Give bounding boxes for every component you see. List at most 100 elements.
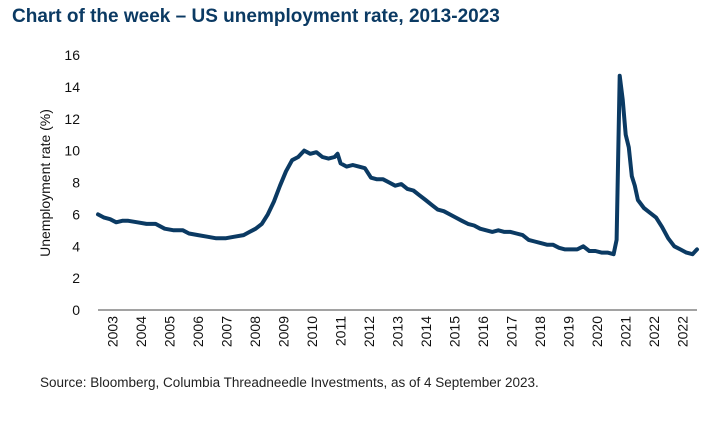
data-point: [478, 227, 482, 230]
data-point: [127, 219, 130, 222]
data-point: [381, 178, 385, 181]
data-point: [551, 243, 555, 246]
data-point: [472, 224, 476, 227]
data-point: [121, 219, 124, 222]
x-tick-label: 2007: [218, 316, 234, 347]
data-point: [660, 225, 664, 229]
y-tick-label: 0: [72, 302, 80, 318]
data-point: [290, 159, 294, 162]
data-point: [96, 213, 100, 216]
data-point: [648, 211, 652, 214]
x-tick-label: 2015: [447, 316, 463, 347]
x-tick-label: 2005: [161, 316, 177, 347]
data-point: [321, 155, 324, 159]
data-point: [266, 213, 269, 216]
y-tick-label: 16: [64, 47, 80, 63]
data-point: [594, 249, 597, 253]
data-point: [327, 157, 330, 160]
data-point: [497, 229, 500, 232]
data-point: [315, 151, 318, 154]
data-point: [388, 181, 391, 184]
data-point: [108, 218, 112, 221]
data-point: [224, 237, 227, 240]
x-tick-label: 2008: [247, 316, 263, 347]
data-point: [600, 251, 603, 254]
data-point: [345, 165, 348, 168]
x-tick-label: 2014: [418, 316, 434, 347]
data-point: [436, 208, 439, 211]
y-tick-label: 14: [64, 79, 80, 95]
x-tick-label: 2016: [475, 316, 491, 347]
x-tick-label: 2004: [133, 316, 149, 347]
data-point: [172, 229, 175, 232]
data-point: [654, 216, 658, 219]
data-point: [627, 146, 630, 149]
data-point: [233, 235, 236, 238]
data-point: [454, 216, 458, 219]
data-point: [215, 237, 218, 240]
data-point: [145, 222, 148, 226]
data-point: [424, 198, 427, 202]
x-tick-label: 2006: [190, 316, 206, 347]
x-tick-label: 2018: [532, 316, 548, 347]
data-point: [667, 237, 670, 240]
y-tick-label: 10: [64, 143, 80, 159]
data-point: [309, 152, 312, 155]
data-point: [557, 246, 561, 249]
data-point: [248, 230, 251, 234]
x-tick-label: 2021: [618, 316, 634, 347]
data-point: [460, 219, 464, 222]
data-point: [284, 170, 288, 173]
series-group: [96, 73, 699, 257]
data-point: [363, 167, 367, 170]
y-axis-ticks: 0 2 4 6 8 10 12 14 16: [64, 47, 80, 318]
data-point: [673, 245, 676, 248]
data-point: [485, 229, 488, 232]
data-point: [503, 230, 506, 234]
series-line: [96, 73, 699, 257]
data-point: [588, 249, 591, 253]
data-point: [336, 152, 339, 155]
data-point: [375, 178, 379, 181]
data-point: [563, 248, 567, 251]
data-point: [297, 155, 300, 159]
x-tick-label: 2017: [504, 316, 520, 347]
data-point: [196, 233, 200, 237]
y-tick-label: 4: [72, 238, 80, 254]
data-point: [400, 182, 403, 186]
data-point: [357, 165, 360, 168]
x-tick-label: 2009: [275, 316, 291, 347]
data-point: [278, 184, 282, 187]
data-point: [527, 238, 530, 242]
data-point: [695, 248, 699, 251]
x-tick-label: 2010: [304, 316, 320, 347]
data-point: [633, 184, 636, 187]
x-tick-label: 2022: [646, 316, 662, 347]
data-point: [491, 230, 494, 234]
data-point: [412, 189, 415, 192]
data-point: [618, 74, 621, 77]
data-point: [136, 221, 139, 224]
chart-title: Chart of the week – US unemployment rate…: [12, 6, 500, 27]
data-point: [406, 187, 409, 191]
data-point: [272, 200, 276, 203]
data-point: [163, 227, 166, 230]
x-tick-label: 2011: [332, 316, 348, 346]
data-point: [630, 174, 633, 178]
data-point: [303, 149, 306, 152]
data-point: [679, 248, 682, 251]
data-point: [685, 251, 688, 254]
data-point: [612, 253, 615, 256]
x-tick-label: 2020: [589, 316, 605, 347]
data-point: [181, 229, 185, 232]
data-point: [369, 176, 373, 179]
x-tick-label: 2012: [361, 316, 377, 347]
data-point: [339, 162, 342, 165]
data-point: [533, 240, 536, 243]
data-point: [154, 222, 157, 226]
data-point: [582, 245, 585, 248]
data-point: [206, 235, 209, 238]
x-tick-label: 2013: [390, 316, 406, 347]
data-point: [621, 98, 624, 101]
